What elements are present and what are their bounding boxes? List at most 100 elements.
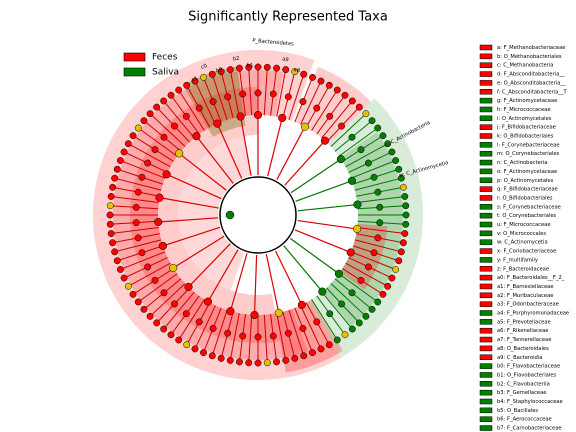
branch (178, 152, 227, 191)
branch (159, 197, 219, 209)
node (195, 104, 203, 112)
leaf-node (392, 157, 400, 164)
branch (263, 314, 268, 363)
taxon-label: y: F_multifamily (497, 257, 538, 263)
node (134, 188, 142, 196)
branch (338, 127, 379, 157)
leaf-node (263, 63, 271, 71)
node (144, 263, 152, 271)
leaf-node (116, 266, 124, 273)
sector-label: c0 (200, 63, 208, 71)
leaf-node (140, 305, 148, 313)
branch (120, 160, 166, 179)
node (254, 89, 262, 97)
node (320, 136, 329, 145)
taxon-swatch (479, 398, 493, 405)
leaf-node (109, 183, 117, 191)
leaf-node (399, 239, 407, 247)
leaf-node (236, 64, 243, 72)
node (226, 307, 235, 316)
node (278, 113, 287, 123)
node (182, 112, 190, 120)
taxon-swatch (479, 53, 493, 60)
node (338, 300, 345, 308)
leaf-node (175, 336, 183, 344)
leaf-node (226, 66, 234, 74)
leaf-node (355, 103, 363, 111)
taxon-label: b1: O_Flavobacteriales (497, 372, 556, 378)
taxon-swatch (479, 177, 493, 183)
taxon-swatch (479, 381, 493, 387)
taxon-swatch (479, 159, 493, 166)
branch (290, 238, 340, 275)
leaf-node (120, 274, 128, 282)
leaf-node (309, 349, 316, 357)
taxon-label: a7: F_Tannerellaceae (497, 337, 551, 343)
node (284, 329, 292, 337)
taxon-label: b6: F_Aerococcaceae (497, 417, 552, 423)
node (353, 200, 362, 209)
node (253, 110, 263, 120)
branch (357, 227, 405, 235)
branch (300, 305, 322, 350)
leaf-node (263, 359, 271, 367)
leaf-node (160, 97, 168, 105)
leaf-node (397, 174, 405, 182)
taxon-swatch (479, 257, 493, 263)
node (184, 282, 193, 291)
branch (253, 254, 258, 315)
sector-label: a9 (282, 56, 289, 63)
node (155, 193, 164, 202)
taxon-swatch (479, 133, 493, 139)
node (224, 93, 232, 101)
node (195, 318, 203, 326)
leaf-node (368, 117, 376, 125)
taxon-label: n: C_Actinobacteria (497, 160, 547, 166)
branch (288, 74, 305, 121)
legend-label: Saliva (152, 68, 179, 78)
sector-label: c1 (191, 75, 199, 83)
sector-label: b2 (232, 56, 239, 63)
taxon-swatch (479, 345, 493, 352)
branch (297, 203, 358, 212)
leaf-node (273, 358, 280, 366)
branch (194, 80, 216, 125)
taxon-label: b7: F_Carnobacteriaceae (497, 426, 562, 432)
branch (284, 140, 326, 186)
node (364, 159, 372, 167)
node (171, 122, 178, 130)
branch (229, 69, 240, 117)
node (182, 310, 190, 318)
branch (321, 291, 353, 330)
clade-shade (129, 87, 281, 343)
leaf-node (392, 266, 400, 273)
leaf-node (113, 165, 121, 173)
node (348, 289, 356, 297)
clade-shade (322, 131, 404, 327)
leaf-node (317, 77, 325, 85)
node (376, 219, 384, 227)
branch (149, 113, 186, 147)
leaf-node (348, 97, 356, 105)
leaf-node (348, 325, 356, 333)
clade-shade (113, 70, 308, 360)
branch (350, 251, 396, 270)
taxon-swatch (479, 274, 493, 281)
leaf-node (388, 148, 396, 156)
leaf-node (124, 282, 132, 290)
taxon-swatch (479, 239, 493, 245)
leaf-node (397, 248, 405, 256)
sector-label: a8 (293, 67, 301, 74)
leaf-node (325, 341, 333, 349)
leaf-node (146, 312, 154, 320)
taxon-label: a3: F_Odoribacteraceae (497, 302, 559, 308)
taxon-swatch (479, 221, 493, 228)
leaf-node (109, 239, 117, 247)
clade-shade (92, 50, 341, 380)
taxon-swatch (479, 142, 493, 148)
node (160, 289, 168, 297)
branch (288, 309, 305, 356)
clade-shade (295, 66, 372, 145)
